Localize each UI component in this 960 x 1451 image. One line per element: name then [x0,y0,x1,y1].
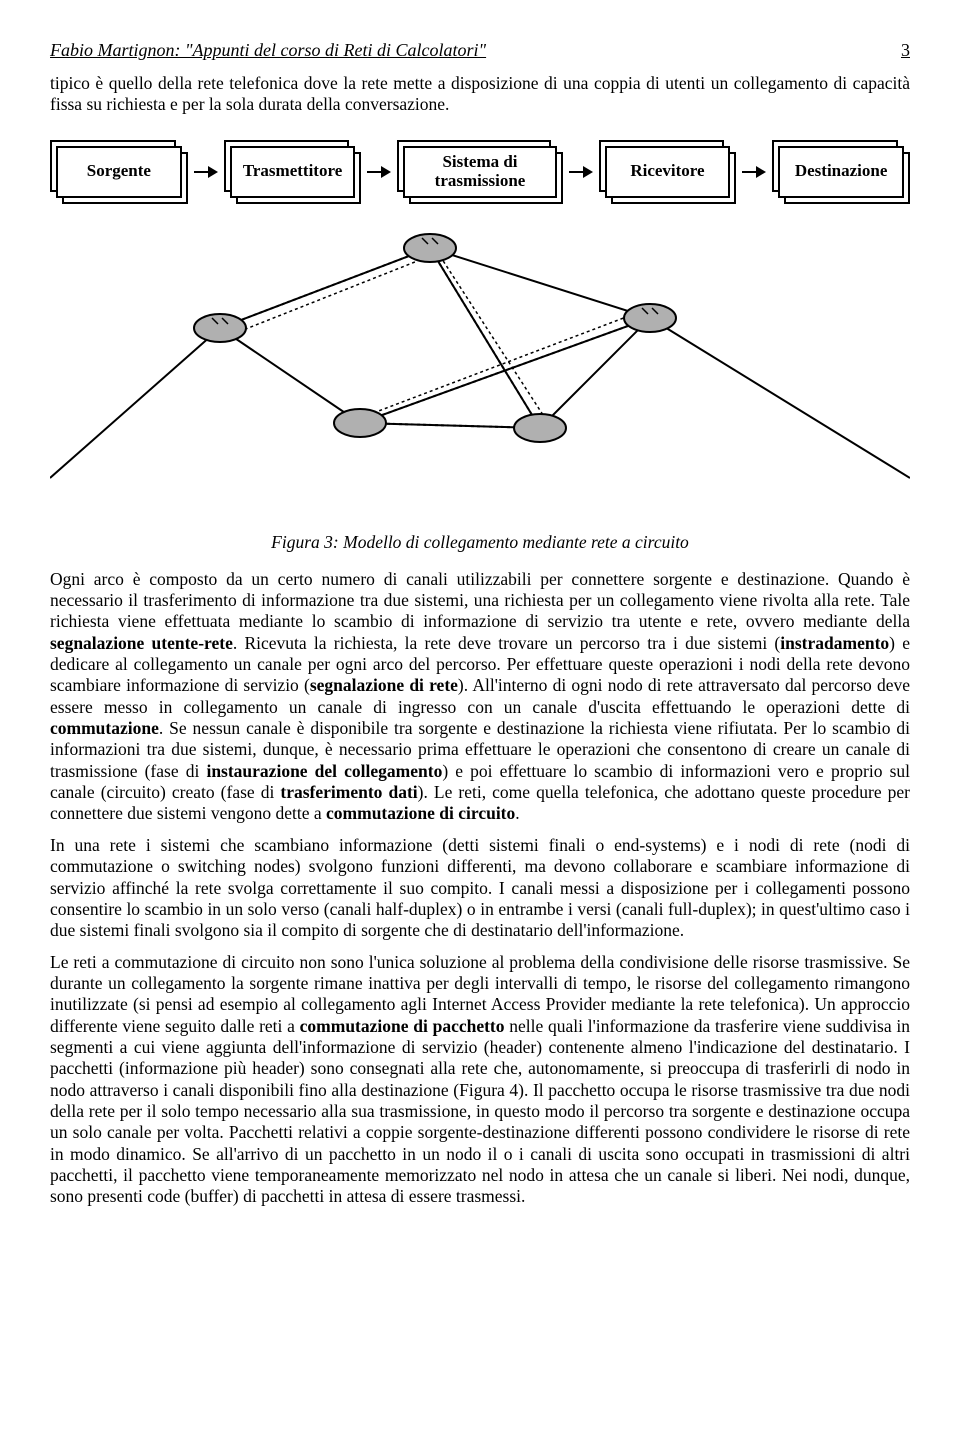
arrow-icon [742,140,766,204]
paragraph-4: Le reti a commutazione di circuito non s… [50,952,910,1208]
arrow-icon [367,140,391,204]
arrow-icon [569,140,593,204]
page-number: 3 [901,40,910,61]
box-label: Sorgente [87,162,151,181]
arrow-icon [194,140,218,204]
intro-paragraph: tipico è quello della rete telefonica do… [50,73,910,116]
box-trasmettitore: Trasmettitore [224,140,362,204]
box-sorgente: Sorgente [50,140,188,204]
figure-caption: Figura 3: Modello di collegamento median… [50,532,910,553]
text: nelle quali l'informazione da trasferire… [50,1016,910,1207]
block-diagram-row: Sorgente Trasmettitore Sistema di trasmi… [50,140,910,204]
header-title: Fabio Martignon: "Appunti del corso di R… [50,40,486,61]
network-diagram [50,208,910,508]
box-label: Trasmettitore [243,162,342,181]
text: . Ricevuta la richiesta, la rete deve tr… [233,633,780,653]
bold-term: instaurazione del collegamento [206,761,442,781]
box-destinazione: Destinazione [772,140,910,204]
text: Ogni arco è composto da un certo numero … [50,569,910,632]
bold-term: commutazione di pacchetto [300,1016,505,1036]
box-label: Sistema di trasmissione [435,153,526,190]
bold-term: segnalazione di rete [310,675,458,695]
bold-term: commutazione di circuito [326,803,515,823]
bold-term: instradamento [780,633,889,653]
text: . [515,803,519,823]
bold-term: commutazione [50,718,159,738]
bold-term: trasferimento dati [280,782,417,802]
paragraph-2: Ogni arco è composto da un certo numero … [50,569,910,825]
page-header: Fabio Martignon: "Appunti del corso di R… [50,40,910,61]
paragraph-3: In una rete i sistemi che scambiano info… [50,835,910,942]
figure-3: Sorgente Trasmettitore Sistema di trasmi… [50,140,910,553]
bold-term: segnalazione utente-rete [50,633,233,653]
box-label: Ricevitore [630,162,704,181]
box-sistema: Sistema di trasmissione [397,140,562,204]
box-ricevitore: Ricevitore [599,140,737,204]
box-label: Destinazione [795,162,888,181]
